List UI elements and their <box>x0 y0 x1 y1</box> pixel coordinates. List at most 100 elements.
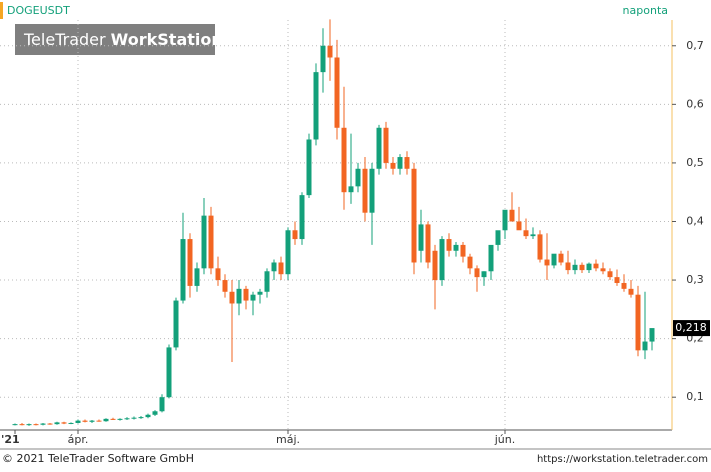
candle-body <box>89 420 95 422</box>
candle-body <box>467 256 473 269</box>
y-tick-label: 0,5 <box>686 156 704 169</box>
marker-bar <box>0 2 3 19</box>
candle-body <box>446 239 452 251</box>
candle-body <box>138 417 144 419</box>
candle-body <box>390 162 396 169</box>
y-tick-label: 0,1 <box>686 390 704 403</box>
candle-body <box>530 234 536 237</box>
logo-brand: TeleTrader <box>23 30 106 49</box>
candle-body <box>460 244 466 257</box>
candle-body <box>61 422 67 424</box>
x-tick-label: máj. <box>276 433 300 446</box>
candle-body <box>607 271 613 278</box>
candle-body <box>614 277 620 283</box>
candle-body <box>425 224 431 263</box>
candle-body <box>502 209 508 231</box>
candle-body <box>110 418 116 420</box>
candle-body <box>131 417 137 419</box>
candle-body <box>642 341 648 351</box>
candle-body <box>397 157 403 169</box>
candle-body <box>201 215 207 269</box>
candle-body <box>236 288 242 304</box>
x-tick-label: ápr. <box>68 433 89 446</box>
candle-body <box>579 264 585 271</box>
logo: TeleTrader WorkStation <box>23 30 223 49</box>
candle-body <box>376 127 382 169</box>
chart-title: DOGEUSDT <box>7 4 70 17</box>
candle-body <box>257 291 263 295</box>
candle-body <box>600 268 606 272</box>
candle-body <box>40 423 46 425</box>
candle-body <box>229 291 235 304</box>
candle-body <box>621 282 627 289</box>
candle-body <box>565 262 571 271</box>
candle-body <box>488 244 494 272</box>
candle-body <box>495 230 501 245</box>
candle-body <box>75 420 81 423</box>
candle-body <box>334 57 340 128</box>
candle-body <box>117 418 123 420</box>
candle-body <box>313 72 319 140</box>
footer-left: © 2021 TeleTrader Software GmbH <box>2 452 194 465</box>
candle-body <box>362 168 368 213</box>
candle-body <box>306 139 312 196</box>
candle-body <box>187 239 193 286</box>
last-price-box <box>673 320 710 337</box>
candle-body <box>453 244 459 251</box>
candle-body <box>159 397 165 412</box>
logo-product: WorkStation <box>111 30 223 49</box>
candle-body <box>586 263 592 271</box>
candle-body <box>278 262 284 275</box>
candle-body <box>439 239 445 281</box>
candle-body <box>509 209 515 222</box>
candle-body <box>432 250 438 281</box>
candle-body <box>12 424 18 426</box>
candle-body <box>215 268 221 281</box>
y-tick-label: 0,3 <box>686 273 704 286</box>
candle-body <box>299 195 305 240</box>
y-tick-label: 0,7 <box>686 39 704 52</box>
last-price-label: 0,218 <box>675 321 707 334</box>
candle-body <box>124 418 130 420</box>
candle-body <box>103 418 109 422</box>
x-tick-label: jún. <box>494 433 516 446</box>
candle-body <box>173 300 179 348</box>
candle-body <box>404 157 410 169</box>
candle-body <box>271 262 277 272</box>
candle-body <box>474 268 480 278</box>
chart-subtitle: naponta <box>623 4 668 17</box>
candle-body <box>327 45 333 58</box>
candle-body <box>166 347 172 398</box>
candle-body <box>551 253 557 266</box>
candle-body <box>250 294 256 301</box>
candle-body <box>355 168 361 187</box>
candle-body <box>96 420 102 422</box>
candle-body <box>516 221 522 231</box>
candle-body <box>243 288 249 301</box>
candle-body <box>47 423 53 425</box>
candle-body <box>82 420 88 422</box>
candle-body <box>635 294 641 351</box>
candle-body <box>145 414 151 418</box>
candle-body <box>369 168 375 213</box>
y-tick-label: 0,6 <box>686 97 704 110</box>
candle-body <box>54 422 60 425</box>
candle-body <box>152 411 158 415</box>
candle-body <box>481 271 487 278</box>
footer-right: https://workstation.teletrader.com <box>537 454 708 465</box>
candle-body <box>320 45 326 73</box>
candle-body <box>418 224 424 251</box>
candle-body <box>285 230 291 275</box>
x-tick-label: '21 <box>1 433 20 446</box>
candle-body <box>383 127 389 163</box>
candle-body <box>537 234 543 260</box>
logo-box <box>15 24 215 55</box>
candle-body <box>544 259 550 266</box>
candle-body <box>26 424 32 426</box>
candle-body <box>411 168 417 263</box>
candle-body <box>180 239 186 301</box>
y-tick-label: 0,4 <box>686 214 704 227</box>
candle-body <box>222 280 228 292</box>
candle-body <box>292 230 298 240</box>
